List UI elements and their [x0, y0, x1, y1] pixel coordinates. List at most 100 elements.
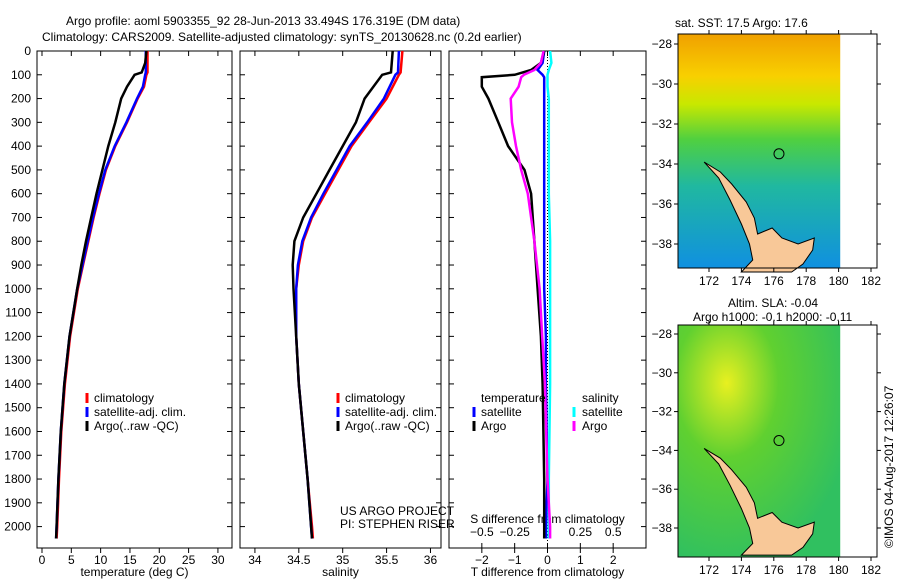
lon-tick-label: 176 — [764, 274, 784, 288]
imos-credit: ©IMOS 04-Aug-2017 12:26:07 — [882, 385, 896, 548]
x-axis-label: T difference from climatology — [471, 565, 625, 579]
legend-title-salinity: salinity — [582, 391, 619, 405]
legend-label: satellite-adj. clim. — [94, 405, 186, 419]
legend-label: satellite — [481, 405, 522, 419]
y-tick-label: 500 — [11, 163, 31, 177]
lon-tick-label: 172 — [699, 563, 719, 577]
x-tick-label: 0 — [544, 553, 551, 567]
x-tick-label: 2 — [610, 553, 617, 567]
legend-label: satellite-adj. clim. — [345, 405, 437, 419]
y-tick-label: 900 — [11, 258, 31, 272]
lon-tick-label: 182 — [861, 274, 881, 288]
y-tick-label: 800 — [11, 234, 31, 248]
lon-tick-label: 174 — [731, 563, 751, 577]
lat-tick-label: −38 — [652, 237, 673, 251]
x-tick-label: 20 — [153, 553, 167, 567]
x-tick-label: 34 — [248, 553, 262, 567]
plot-frame — [239, 50, 442, 549]
lon-tick-label: 178 — [796, 563, 816, 577]
lon-tick-label: 178 — [796, 274, 816, 288]
y-tick-label: 1100 — [5, 306, 31, 320]
lon-tick-label: 182 — [861, 563, 881, 577]
sla-map-land — [703, 448, 815, 556]
legend-label: climatology — [94, 391, 154, 405]
sst-map-frame — [677, 33, 878, 269]
x-tick-label: 35.5 — [375, 553, 399, 567]
x-tick-label: 34.5 — [287, 553, 311, 567]
x-axis-label: temperature (deg C) — [80, 565, 188, 579]
lon-tick-label: 180 — [829, 274, 849, 288]
lat-tick-label: −32 — [652, 117, 673, 131]
difference-panel: −2 −1 0 1 2T difference from climatology −0.5… — [448, 50, 647, 579]
maps: −28 −30 −32 −34 −36 −38 172 174 176 178 180 182 −28 −… — [652, 30, 881, 577]
sla-map-argo-location-marker — [773, 435, 785, 447]
x-tick-label: 30 — [211, 553, 225, 567]
y-tick-label: 1700 — [4, 448, 31, 462]
series-line-t-argo — [480, 50, 546, 539]
legend-label: Argo(..raw -QC) — [94, 419, 179, 433]
y-tick-label: 0 — [24, 44, 31, 58]
y-tick-label: 300 — [11, 115, 31, 129]
project-annotation: PI: STEPHEN RISER — [340, 517, 455, 531]
y-tick-label: 200 — [11, 92, 31, 106]
legend-label: satellite — [582, 405, 623, 419]
x-tick-label: 15 — [123, 553, 137, 567]
y-tick-label: 1000 — [4, 282, 31, 296]
temperature-panel: 0100200300400500600700800900100011001200… — [4, 44, 233, 579]
y-tick-label: 2000 — [4, 520, 31, 534]
y-tick-label: 100 — [11, 68, 31, 82]
x-tick-label: −2 — [475, 553, 489, 567]
series-line-s-argo — [509, 50, 552, 539]
sst-map-field — [678, 34, 841, 268]
plot-frame — [36, 50, 233, 549]
legend-label: Argo — [481, 419, 507, 433]
y-tick-label: 1600 — [4, 424, 31, 438]
lon-tick-label: 176 — [764, 563, 784, 577]
x2-tick-label: 0.5 — [605, 525, 622, 539]
legend-label: climatology — [345, 391, 405, 405]
lat-tick-label: −38 — [652, 521, 673, 535]
lon-tick-label: 180 — [829, 563, 849, 577]
series-line-argo-raw-qc- — [54, 50, 148, 539]
project-annotation: US ARGO PROJECT — [340, 504, 455, 518]
sst-map-argo-location-marker — [773, 148, 785, 160]
x-tick-label: 5 — [68, 553, 75, 567]
map-bottom-title-2: Argo h1000: -0.1 h2000: -0.11 — [693, 310, 853, 324]
lat-tick-label: −34 — [652, 157, 673, 171]
x-tick-label: 0 — [39, 553, 46, 567]
x-tick-label: −1 — [508, 553, 522, 567]
lat-tick-label: −32 — [652, 405, 673, 419]
lat-tick-label: −30 — [652, 77, 673, 91]
series-line-satellite-adj-clim- — [294, 50, 401, 539]
legend-label: Argo(..raw -QC) — [345, 419, 430, 433]
x-tick-label: 10 — [94, 553, 108, 567]
y-tick-label: 1800 — [4, 472, 31, 486]
series-line-s-satellite — [546, 50, 553, 539]
x2-tick-label: −0.25 — [499, 525, 530, 539]
y-tick-label: 1500 — [4, 401, 31, 415]
lon-tick-label: 174 — [731, 274, 751, 288]
y-tick-label: 1900 — [4, 496, 31, 510]
lat-tick-label: −36 — [652, 482, 673, 496]
y-tick-label: 1200 — [4, 329, 31, 343]
y-tick-label: 700 — [11, 210, 31, 224]
map-bottom-title-1: Altim. SLA: -0.04 — [728, 296, 819, 310]
lat-tick-label: −36 — [652, 197, 673, 211]
title-line-2: Climatology: CARS2009. Satellite-adjuste… — [42, 30, 522, 44]
x2-tick-label: −0.5 — [470, 525, 494, 539]
lon-tick-label: 172 — [699, 274, 719, 288]
y-tick-label: 1400 — [4, 377, 31, 391]
lat-tick-label: −28 — [652, 37, 673, 51]
salinity-panel: 34 34.5 35 35.5 36 salinity climatologysatelli… — [239, 50, 455, 579]
lat-tick-label: −28 — [652, 327, 673, 341]
legend-label: Argo — [582, 419, 608, 433]
series-line-satellite-adj-clim- — [54, 51, 148, 539]
x-axis-label: salinity — [322, 565, 359, 579]
sla-map-frame — [677, 324, 878, 558]
series-line-climatology — [55, 51, 149, 539]
x2-axis-label: S difference from climatology — [470, 512, 625, 526]
y-tick-label: 1300 — [4, 353, 31, 367]
x-tick-label: 35 — [336, 553, 350, 567]
